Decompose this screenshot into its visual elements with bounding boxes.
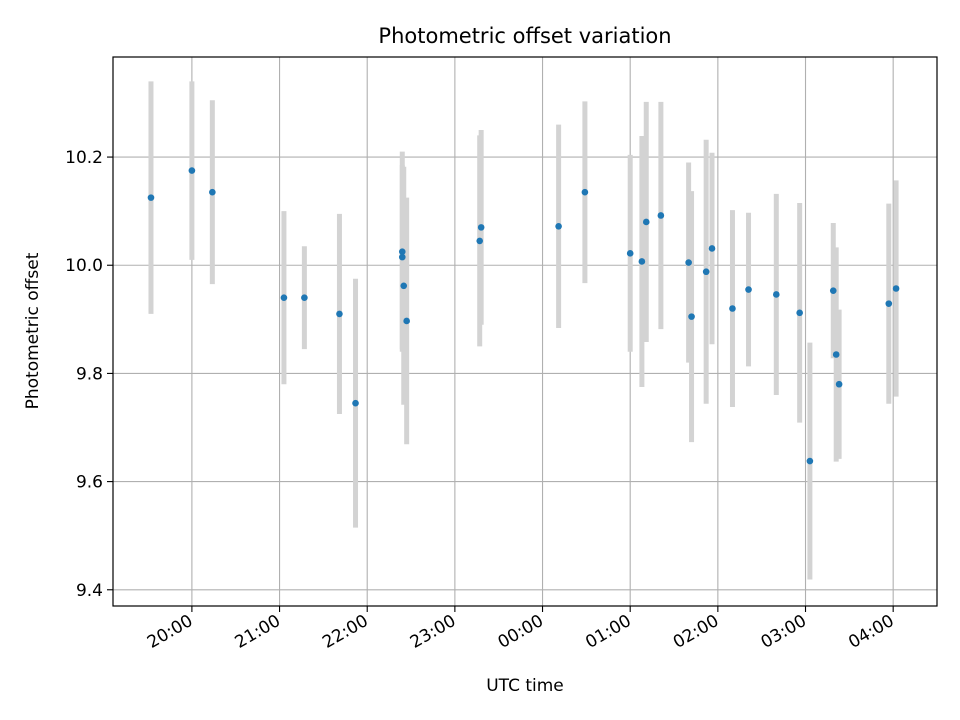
data-point xyxy=(400,282,408,290)
data-point xyxy=(835,380,843,388)
data-point xyxy=(476,237,484,245)
data-point xyxy=(555,222,562,230)
data-point xyxy=(336,310,343,318)
data-point xyxy=(806,457,814,465)
y-tick-label: 9.4 xyxy=(76,581,103,601)
data-point xyxy=(626,250,634,257)
data-point xyxy=(829,287,837,294)
data-point xyxy=(832,351,840,358)
data-point xyxy=(642,218,650,226)
data-point xyxy=(729,305,736,312)
data-point xyxy=(892,285,900,292)
data-point xyxy=(796,309,803,317)
data-point xyxy=(685,259,692,266)
data-point xyxy=(477,224,485,231)
data-point xyxy=(745,286,752,293)
data-point xyxy=(403,317,410,325)
data-point xyxy=(301,294,308,301)
data-point xyxy=(581,188,589,196)
y-tick-label: 9.6 xyxy=(76,473,103,493)
data-point xyxy=(398,248,406,256)
data-point xyxy=(772,291,780,298)
data-point xyxy=(398,253,406,261)
data-point xyxy=(657,212,665,219)
y-axis: 9.4 9.6 9.8 10.0 10.2 xyxy=(65,148,113,601)
data-point xyxy=(688,313,695,320)
y-tick-label: 10.0 xyxy=(65,256,103,276)
data-point xyxy=(702,268,710,276)
x-axis-label: UTC time xyxy=(486,676,564,696)
data-point xyxy=(188,167,196,174)
data-point xyxy=(209,188,216,196)
plot-frame xyxy=(112,56,938,607)
data-points xyxy=(147,167,900,465)
data-point xyxy=(280,294,288,301)
y-tick-label: 10.2 xyxy=(65,148,103,168)
data-point xyxy=(638,258,646,265)
data-point xyxy=(352,399,359,407)
data-point xyxy=(885,300,893,307)
y-tick-label: 9.8 xyxy=(76,364,103,384)
y-axis-label: Photometric offset xyxy=(23,252,43,409)
data-point xyxy=(708,245,716,252)
data-point xyxy=(147,194,155,201)
chart-title: Photometric offset variation xyxy=(378,24,671,48)
